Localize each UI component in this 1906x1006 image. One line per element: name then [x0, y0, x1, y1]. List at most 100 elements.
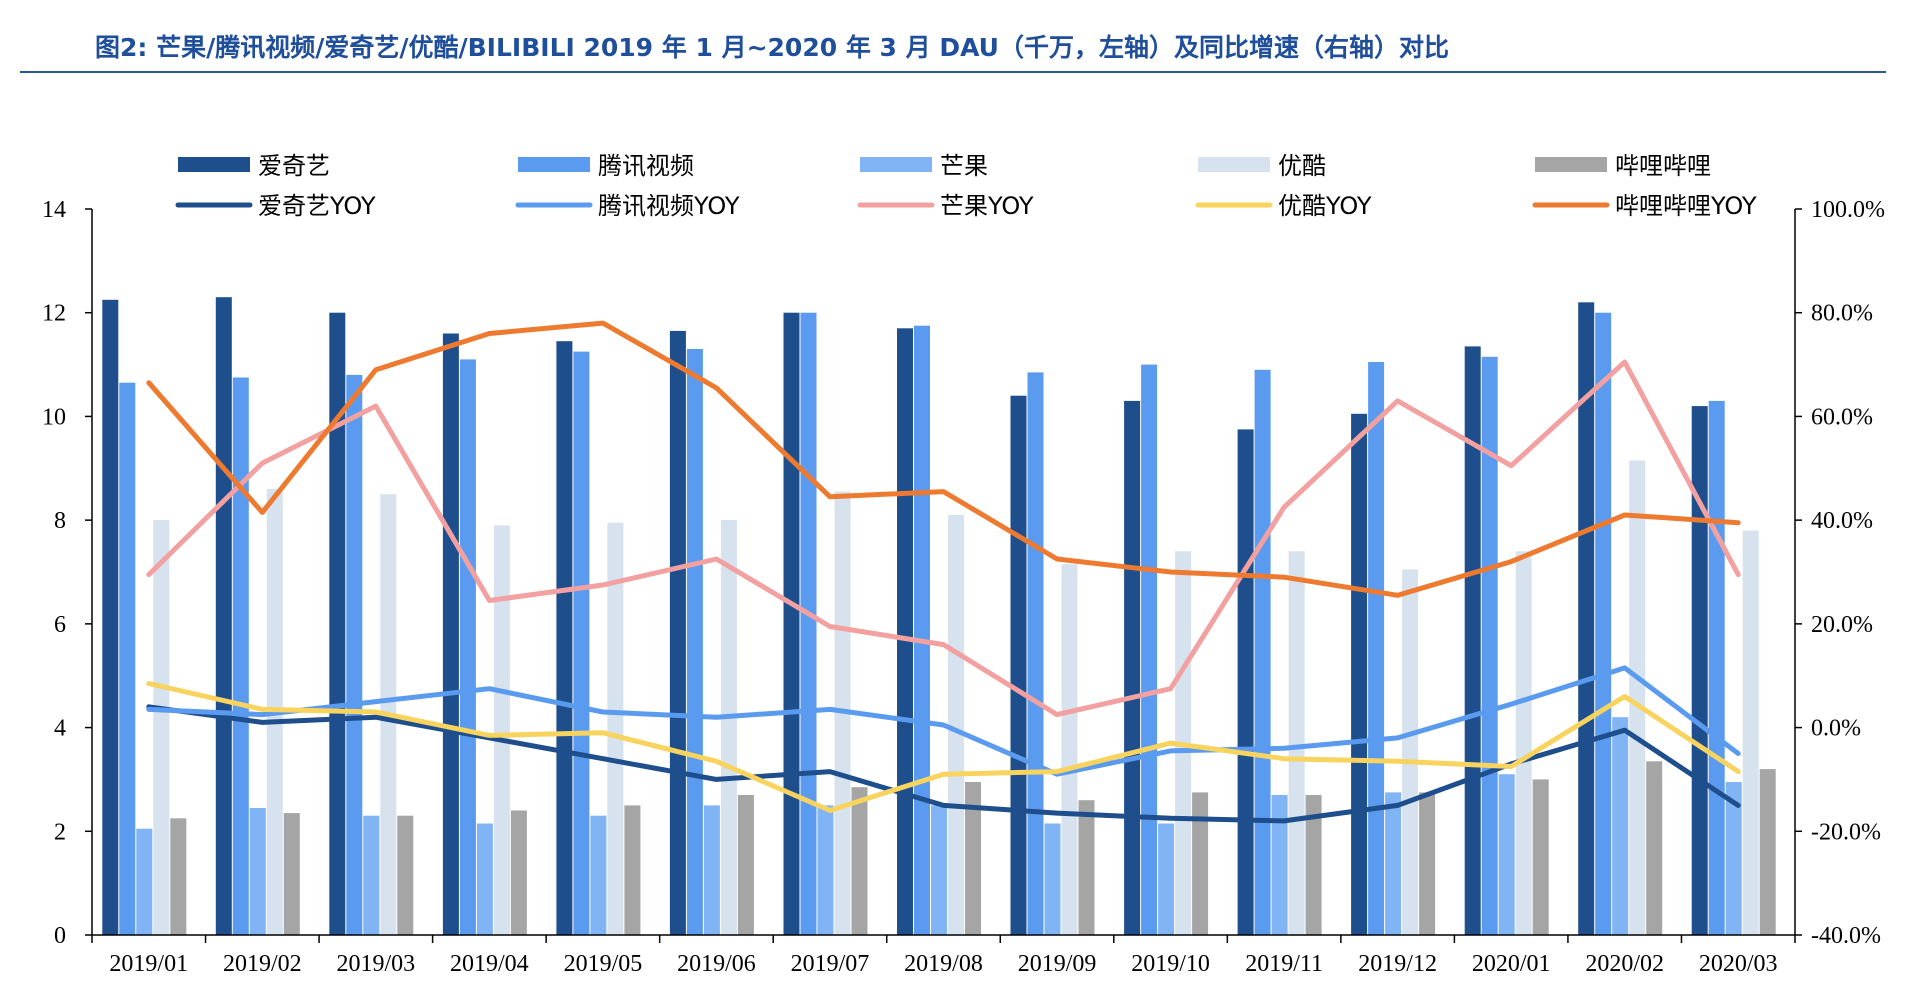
- bar-3-13: [1629, 460, 1646, 935]
- bar-0-0: [102, 299, 119, 936]
- right-tick-label-4: 40.0%: [1811, 508, 1873, 534]
- right-tick-label-7: 100.0%: [1811, 197, 1885, 223]
- x-tick-label-7: 2019/08: [904, 951, 983, 977]
- legend-label-line-0: 爱奇艺YOY: [258, 192, 376, 220]
- bar-4-6: [851, 787, 868, 935]
- bar-4-3: [510, 810, 527, 935]
- legend-swatch-bar-2: [860, 157, 932, 172]
- line-series-4: [146, 320, 1741, 598]
- legend-label-bar-0: 爱奇艺: [258, 152, 330, 180]
- right-tick-label-0: -40.0%: [1811, 923, 1881, 949]
- legend-label-bar-1: 腾讯视频: [598, 152, 694, 180]
- right-tick-label-6: 80.0%: [1811, 301, 1873, 327]
- left-tick-label-5: 10: [42, 404, 66, 430]
- bar-3-3: [493, 525, 510, 935]
- bar-0-1: [215, 297, 232, 935]
- bar-3-12: [1515, 551, 1532, 935]
- bar-1-10: [1254, 369, 1271, 935]
- bar-4-14: [1759, 769, 1776, 935]
- bar-3-5: [720, 520, 737, 935]
- bar-2-11: [1385, 792, 1402, 935]
- legend-label-line-1: 腾讯视频YOY: [598, 192, 740, 220]
- x-tick-label-8: 2019/09: [1018, 951, 1097, 977]
- bar-4-0: [170, 818, 187, 935]
- x-tick-label-1: 2019/02: [223, 951, 302, 977]
- legend-label-line-3: 优酷YOY: [1278, 192, 1372, 220]
- bar-0-7: [897, 328, 913, 935]
- right-tick-label-5: 60.0%: [1811, 404, 1873, 430]
- bar-2-10: [1271, 795, 1288, 935]
- left-tick-label-7: 14: [42, 197, 66, 223]
- x-tick-label-9: 2019/10: [1131, 951, 1210, 977]
- bar-0-11: [1351, 413, 1368, 935]
- legend-swatch-bar-1: [518, 157, 590, 172]
- legend-swatch-bar-0: [178, 157, 250, 172]
- bar-4-5: [737, 795, 754, 935]
- bar-2-1: [249, 808, 266, 935]
- right-tick-label-3: 20.0%: [1811, 612, 1873, 638]
- x-tick-label-14: 2020/03: [1699, 951, 1778, 977]
- bar-1-5: [686, 349, 703, 935]
- bar-1-13: [1595, 312, 1612, 935]
- bar-1-9: [1141, 364, 1158, 936]
- bar-1-4: [573, 351, 590, 936]
- bar-0-5: [669, 330, 686, 935]
- bar-4-10: [1305, 795, 1322, 935]
- bar-0-13: [1578, 302, 1595, 935]
- line-series-2: [146, 359, 1741, 718]
- bar-3-8: [1061, 564, 1078, 935]
- legend-swatch-bar-4: [1535, 157, 1607, 172]
- left-tick-label-1: 2: [54, 819, 66, 845]
- legend-label-bar-2: 芒果: [940, 152, 988, 180]
- bar-3-14: [1742, 530, 1759, 935]
- bar-2-9: [1158, 823, 1175, 935]
- bar-2-8: [1044, 823, 1061, 935]
- left-tick-label-3: 6: [54, 612, 66, 638]
- legend-label-line-2: 芒果YOY: [940, 192, 1034, 220]
- bar-1-6: [800, 312, 817, 935]
- bar-4-13: [1646, 761, 1663, 935]
- bar-0-9: [1124, 400, 1141, 935]
- bar-0-10: [1237, 429, 1254, 935]
- bar-1-12: [1481, 356, 1498, 935]
- legend-label-bar-4: 哔哩哔哩: [1615, 152, 1711, 180]
- lines-layer: [146, 320, 1741, 824]
- x-tick-label-3: 2019/04: [450, 951, 529, 977]
- right-tick-label-2: 0.0%: [1811, 716, 1861, 742]
- bar-3-10: [1288, 551, 1305, 935]
- x-tick-label-4: 2019/05: [564, 951, 643, 977]
- line-series-3: [146, 681, 1741, 813]
- bar-1-8: [1027, 372, 1044, 935]
- bar-4-2: [397, 815, 414, 935]
- bar-1-2: [346, 374, 363, 935]
- x-tick-label-10: 2019/11: [1245, 951, 1323, 977]
- bar-1-14: [1708, 400, 1725, 935]
- bar-2-2: [363, 815, 380, 935]
- x-tick-label-5: 2019/06: [677, 951, 756, 977]
- bar-2-3: [476, 823, 493, 935]
- bar-4-1: [283, 813, 300, 935]
- bar-1-7: [914, 325, 930, 935]
- bar-1-0: [119, 382, 136, 935]
- left-tick-label-6: 12: [42, 301, 66, 327]
- bar-0-2: [329, 312, 346, 935]
- bar-0-14: [1691, 406, 1708, 936]
- x-tick-label-2: 2019/03: [336, 951, 415, 977]
- line-series-1: [146, 665, 1741, 777]
- bar-4-7: [965, 782, 981, 935]
- x-tick-label-6: 2019/07: [791, 951, 870, 977]
- x-tick-label-0: 2019/01: [109, 951, 188, 977]
- right-tick-label-1: -20.0%: [1811, 819, 1881, 845]
- axes-layer: 0 2 4 6 8 10 12 14 -40.0% -20.0% 0.0% 20.0% 40.0% 60.…: [42, 197, 1885, 977]
- left-tick-label-0: 0: [54, 923, 66, 949]
- bar-4-8: [1078, 800, 1095, 935]
- title-rule: [20, 71, 1886, 73]
- bar-2-13: [1612, 717, 1629, 935]
- bar-0-4: [556, 341, 573, 935]
- bar-4-4: [624, 805, 641, 935]
- bar-4-9: [1192, 792, 1209, 935]
- legend-label-line-4: 哔哩哔哩YOY: [1615, 192, 1757, 220]
- bar-2-14: [1725, 782, 1742, 935]
